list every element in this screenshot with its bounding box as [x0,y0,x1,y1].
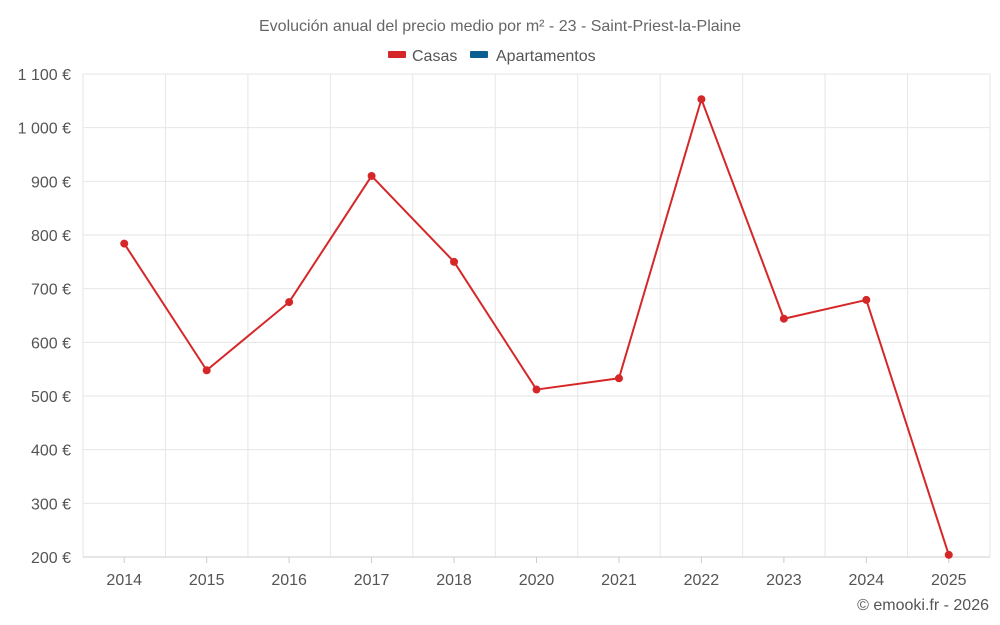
x-axis: 2014 2015 2016 2017 2018 2020 2021 2022 2023 2024… [83,556,990,589]
y-tick-label: 600 € [31,335,71,352]
y-tick-label: 500 € [31,389,71,406]
x-tick-label: 2025 [931,572,967,589]
x-tick-label: 2020 [519,572,555,589]
y-tick-label: 1 100 € [18,67,71,84]
data-point-2022[interactable] [697,95,706,104]
x-tick-label: 2022 [684,572,720,589]
data-point-2014[interactable] [120,239,129,248]
legend-swatch-casas [388,51,406,58]
data-point-2025[interactable] [944,550,953,559]
data-point-2024[interactable] [862,295,871,304]
legend-swatch-apartamentos [470,51,488,58]
chart-title: Evolución anual del precio medio por m² … [259,18,741,35]
x-tick-label: 2015 [189,572,225,589]
data-point-2021[interactable] [614,374,623,383]
data-point-2015[interactable] [202,366,211,375]
x-tick-label: 2021 [601,572,637,589]
series-casas [120,95,953,559]
y-tick-label: 900 € [31,174,71,191]
y-tick-label: 400 € [31,443,71,460]
y-tick-label: 1 000 € [18,121,71,138]
x-tick-label: 2017 [354,572,390,589]
y-tick-label: 300 € [31,496,71,513]
data-point-2016[interactable] [285,298,294,307]
x-tick-label: 2018 [436,572,472,589]
y-tick-label: 800 € [31,228,71,245]
y-axis: 200 € 300 € 400 € 500 € 600 € 700 € 800 € 900 €… [18,67,71,567]
x-tick-label: 2014 [106,572,142,589]
data-point-2023[interactable] [779,314,788,323]
gridlines [82,73,991,558]
y-tick-label: 200 € [31,550,71,567]
legend-label-casas[interactable]: Casas [412,48,457,65]
y-tick-label: 700 € [31,282,71,299]
credit-text: © emooki.fr - 2026 [857,597,989,614]
x-tick-label: 2016 [271,572,307,589]
data-point-2020[interactable] [532,385,541,394]
x-tick-label: 2023 [766,572,802,589]
data-point-2018[interactable] [450,257,459,266]
data-point-2017[interactable] [367,171,376,180]
x-tick-label: 2024 [849,572,885,589]
legend-label-apartamentos[interactable]: Apartamentos [496,48,596,65]
legend: Casas Apartamentos [388,48,596,65]
